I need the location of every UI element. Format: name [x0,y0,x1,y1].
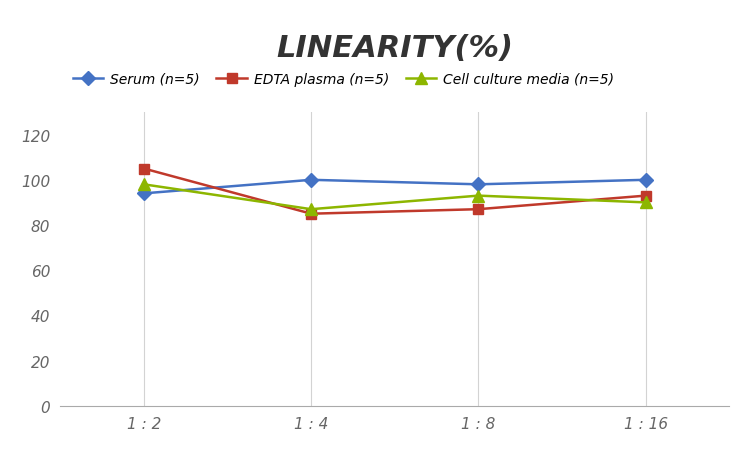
Line: Serum (n=5): Serum (n=5) [139,175,650,199]
Title: LINEARITY(%): LINEARITY(%) [276,34,514,63]
Cell culture media (n=5) [139,182,148,188]
Serum (n=5) [474,182,483,188]
EDTA plasma (n=5) [139,166,148,172]
Cell culture media (n=5) [307,207,316,212]
Cell culture media (n=5) [641,200,650,206]
EDTA plasma (n=5) [641,193,650,199]
Cell culture media (n=5) [474,193,483,199]
Line: EDTA plasma (n=5): EDTA plasma (n=5) [139,164,650,219]
Serum (n=5) [139,191,148,197]
Legend: Serum (n=5), EDTA plasma (n=5), Cell culture media (n=5): Serum (n=5), EDTA plasma (n=5), Cell cul… [67,67,620,92]
Line: Cell culture media (n=5): Cell culture media (n=5) [138,179,651,215]
EDTA plasma (n=5) [474,207,483,212]
Serum (n=5) [641,178,650,183]
Serum (n=5) [307,178,316,183]
EDTA plasma (n=5) [307,212,316,217]
